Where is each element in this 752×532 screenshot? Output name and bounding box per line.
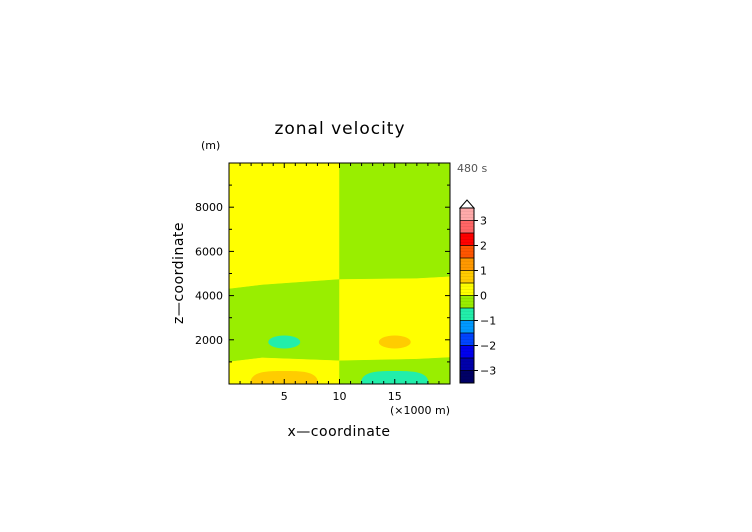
- colorbar-swatch: [460, 308, 474, 321]
- feature-cell: [250, 371, 319, 384]
- colorbar-tick-label: 2: [480, 240, 487, 253]
- colorbar-tick-label: 0: [480, 290, 487, 303]
- colorbar-swatch: [460, 258, 474, 271]
- colorbar-swatch: [460, 333, 474, 346]
- colorbar-tick-label: −3: [480, 365, 496, 378]
- colorbar-swatch: [460, 295, 474, 308]
- colorbar-tick-label: 1: [480, 265, 487, 278]
- colorbar-tick-label: −2: [480, 340, 496, 353]
- x-axis: 5 10 15: [239, 163, 440, 403]
- y-tick-label: 8000: [195, 201, 223, 214]
- colorbar-tick-label: −1: [480, 315, 496, 328]
- colorbar-swatch: [460, 245, 474, 258]
- colorbar-swatch: [460, 270, 474, 283]
- colorbar-tick-label: 3: [480, 215, 487, 228]
- x-tick-label: 10: [333, 390, 347, 403]
- colorbar-swatch: [460, 208, 474, 221]
- y-tick-label: 4000: [195, 290, 223, 303]
- plot-area: [228, 162, 451, 385]
- colorbar-swatch: [460, 370, 474, 383]
- colorbar-swatch: [460, 320, 474, 333]
- x-tick-label: 5: [281, 390, 288, 403]
- colorbar: 3 2 1 0 −1 −2 −3: [458, 199, 496, 384]
- y-axis-unit: (m): [201, 139, 220, 152]
- region-left-middle: [228, 279, 340, 363]
- colorbar-extend-arrow: [458, 199, 476, 209]
- colorbar-swatch: [460, 345, 474, 358]
- colorbar-swatch: [460, 283, 474, 296]
- colorbar-swatch: [460, 358, 474, 371]
- feature-cell: [360, 371, 429, 384]
- x-axis-label: x—coordinate: [288, 424, 391, 440]
- y-tick-label: 6000: [195, 245, 223, 258]
- region-left-upper: [228, 162, 340, 290]
- x-tick-label: 15: [388, 390, 402, 403]
- y-tick-label: 2000: [195, 334, 223, 347]
- time-label: 480 s: [457, 162, 487, 175]
- colorbar-swatch: [460, 233, 474, 246]
- feature-cell: [378, 335, 411, 349]
- region-right-upper: [339, 162, 451, 280]
- x-axis-unit: (×1000 m): [390, 404, 450, 417]
- colorbar-swatch: [460, 220, 474, 233]
- y-axis: 2000 4000 6000 8000: [195, 184, 450, 363]
- feature-cell: [268, 335, 301, 349]
- y-axis-label: z—coordinate: [171, 222, 187, 324]
- chart-title: zonal velocity: [274, 119, 405, 139]
